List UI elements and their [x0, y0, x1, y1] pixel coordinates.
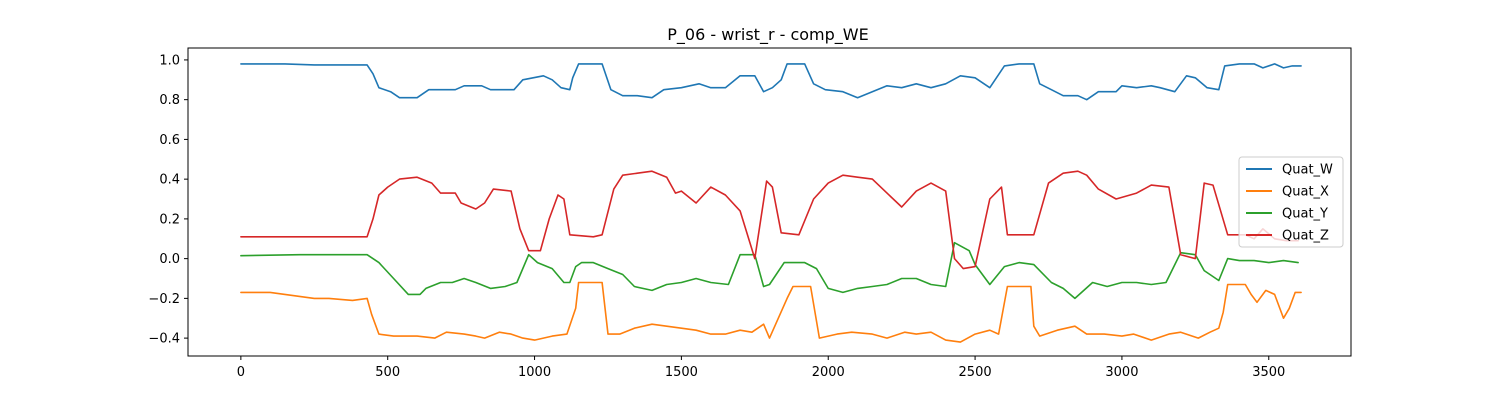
y-tick-label: −0.2: [148, 292, 180, 307]
x-tick-label: 2000: [812, 365, 845, 380]
x-tick-label: 2500: [959, 365, 992, 380]
y-tick-label: 1.0: [159, 53, 180, 68]
legend-label: Quat_Y: [1282, 207, 1328, 222]
legend-label: Quat_W: [1282, 163, 1333, 178]
series-line-3: [240, 170, 1299, 270]
y-tick-label: −0.4: [148, 332, 180, 347]
legend: Quat_W Quat_X Quat_Y Quat_Z: [1238, 156, 1344, 248]
x-tick-label: 1500: [665, 365, 698, 380]
y-tick-label: 0.4: [159, 173, 180, 188]
x-axis: 0 500 1000 1500 2000 2500 3000 3500: [237, 356, 1285, 380]
legend-box: [1238, 156, 1344, 248]
x-tick-label: 1000: [518, 365, 551, 380]
y-tick-label: 0.2: [159, 212, 180, 227]
plot-lines: [240, 63, 1302, 343]
legend-label: Quat_X: [1282, 185, 1329, 200]
legend-label: Quat_Z: [1282, 229, 1329, 244]
x-tick-label: 3000: [1105, 365, 1138, 380]
series-line-2: [240, 241, 1299, 300]
plot-frame: [187, 47, 1352, 357]
x-tick-label: 3500: [1252, 365, 1285, 380]
y-tick-label: 0.8: [159, 93, 180, 108]
series-line-0: [240, 63, 1302, 101]
chart-title: P_06 - wrist_r - comp_WE: [667, 25, 868, 45]
series-line-1: [240, 281, 1302, 343]
y-axis: −0.4 −0.2 0.0 0.2 0.4 0.6 0.8 1.0: [148, 53, 188, 347]
x-tick-label: 500: [375, 365, 400, 380]
y-tick-label: 0.6: [159, 133, 180, 148]
y-tick-label: 0.0: [159, 252, 180, 267]
x-tick-label: 0: [237, 365, 245, 380]
